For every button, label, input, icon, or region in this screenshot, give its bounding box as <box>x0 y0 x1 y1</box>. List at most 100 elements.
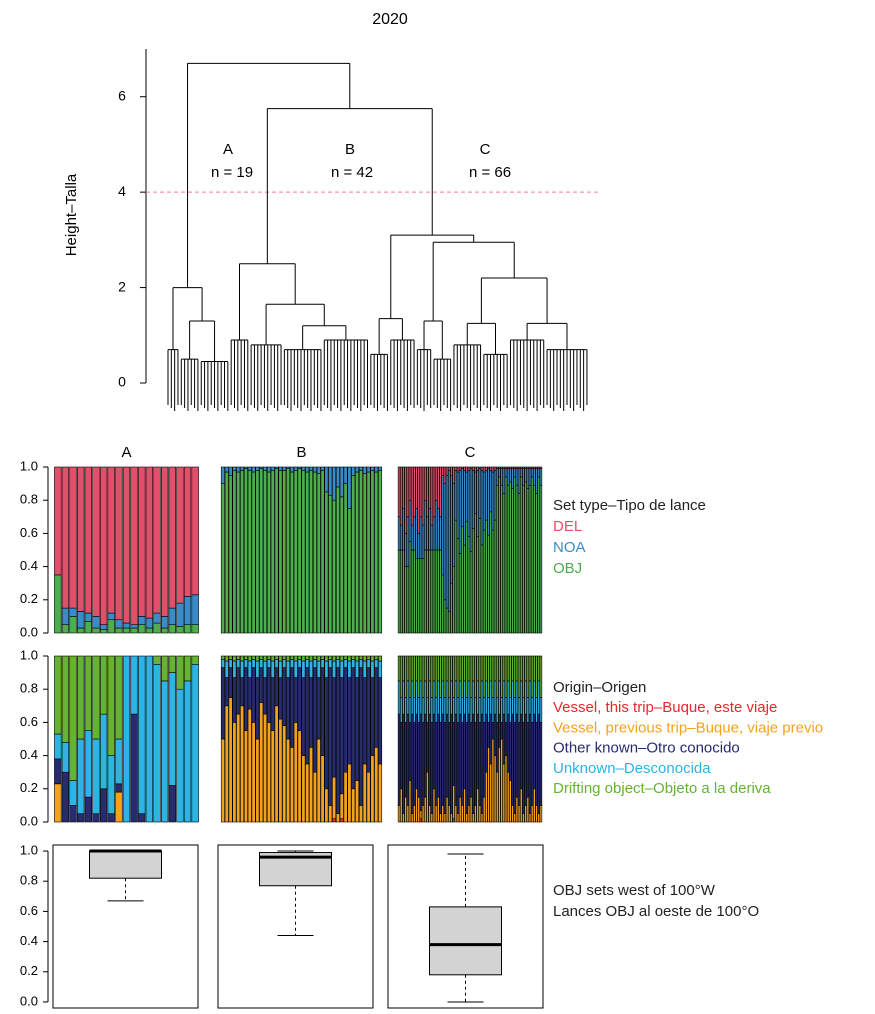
bar-segment <box>533 713 536 790</box>
bar-segment <box>402 655 405 682</box>
bar-segment <box>432 713 436 790</box>
bar-segment <box>408 697 412 723</box>
bar-segment <box>297 667 302 731</box>
bar-segment <box>355 677 360 781</box>
bar-segment <box>232 466 237 471</box>
bar-segment <box>465 471 468 523</box>
bar-segment <box>404 533 407 567</box>
bar-segment <box>289 659 294 668</box>
bar-segment <box>312 771 317 823</box>
bar-segment <box>293 722 298 823</box>
bar-segment <box>312 471 317 634</box>
bar-segment <box>535 697 538 723</box>
bar-segment <box>509 780 512 823</box>
bar-segment <box>224 705 229 823</box>
bar-segment <box>220 655 225 660</box>
legend-entry: NOA <box>553 539 586 556</box>
bar-segment <box>293 677 298 723</box>
bar-segment <box>424 549 427 634</box>
bar-segment <box>530 655 534 698</box>
bar-segment <box>441 680 444 715</box>
bar-segment <box>493 519 497 634</box>
bar-segment <box>472 813 475 823</box>
bar-segment <box>92 813 100 823</box>
bar-segment <box>335 486 340 634</box>
bar-segment <box>343 667 348 773</box>
bar-segment <box>378 470 383 634</box>
bar-segment <box>293 470 298 634</box>
bar-segment <box>432 466 436 518</box>
bar-segment <box>469 466 473 469</box>
bar-segment <box>506 466 510 469</box>
bar-segment <box>469 796 473 823</box>
bar-segment <box>278 660 283 678</box>
bar-segment <box>517 468 521 494</box>
bar-segment <box>153 622 161 634</box>
y-tick-label: 1.0 <box>20 458 38 473</box>
bar-segment <box>301 677 306 756</box>
bar-segment <box>263 655 268 662</box>
bar-segment <box>286 468 291 634</box>
bar-segment <box>437 549 440 634</box>
bar-segment <box>232 722 237 823</box>
bar-segment <box>419 557 423 634</box>
bar-segment <box>491 738 495 823</box>
bar-segment <box>309 746 314 823</box>
bar-segment <box>480 470 484 546</box>
legend-entry: Vessel, previous trip–Buque, viaje previ… <box>553 719 823 736</box>
bar-segment <box>332 776 337 819</box>
bar-segment <box>54 655 62 735</box>
bar-segment <box>282 659 287 668</box>
bar-segment <box>480 713 484 814</box>
bar-segment <box>247 466 252 471</box>
bar-segment <box>343 466 348 484</box>
bar-segment <box>138 813 146 823</box>
bar-segment <box>413 722 416 806</box>
bar-segment <box>454 470 458 521</box>
bar-segment <box>515 484 519 634</box>
bar-segment <box>517 722 521 806</box>
bar-segment <box>509 697 512 723</box>
bar-segment <box>370 677 375 756</box>
y-tick-label: 0.4 <box>20 558 38 573</box>
bar-segment <box>54 733 62 760</box>
bar-segment <box>413 697 416 723</box>
bar-segment <box>243 659 248 668</box>
bar-segment <box>220 466 225 484</box>
bar-segment <box>424 796 427 823</box>
bar-segment <box>316 660 321 678</box>
bar-segment <box>458 713 462 798</box>
bar-segment <box>537 476 540 634</box>
bar-segment <box>397 805 401 823</box>
bar-segment <box>524 655 527 682</box>
bar-segment <box>461 655 464 698</box>
bar-segment <box>533 468 536 486</box>
bar-segment <box>448 722 451 806</box>
bar-segment <box>402 680 405 715</box>
bar-segment <box>445 680 449 715</box>
bar-segment <box>500 468 503 486</box>
bar-segment <box>419 713 423 811</box>
bar-segment <box>452 697 455 723</box>
bar-segment <box>421 466 425 526</box>
bar-segment <box>428 713 431 806</box>
bar-segment <box>498 468 501 478</box>
bar-segment <box>478 697 482 723</box>
bar-segment <box>309 655 314 662</box>
bar-segment <box>528 484 532 634</box>
bar-segment <box>463 655 466 682</box>
bar-segment <box>522 468 525 486</box>
bar-segment <box>465 697 468 723</box>
bar-segment <box>400 788 403 823</box>
bar-segment <box>130 466 138 625</box>
bar-segment <box>400 722 403 790</box>
bar-segment <box>428 805 431 823</box>
bar-segment <box>502 713 506 765</box>
bar-segment <box>520 655 523 682</box>
bar-segment <box>228 659 233 668</box>
y-tick-label: 6 <box>118 87 126 103</box>
bar-segment <box>61 607 70 625</box>
bar-segment <box>506 680 510 715</box>
bar-segment <box>467 805 471 823</box>
bar-segment <box>122 655 131 823</box>
